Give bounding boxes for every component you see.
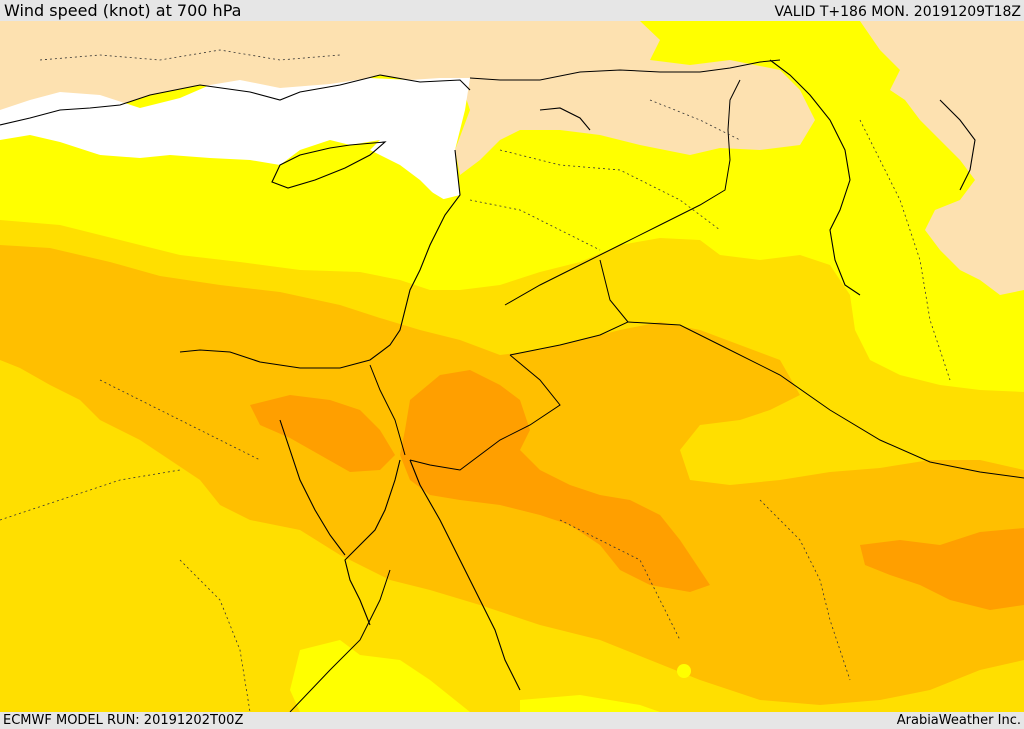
valid-time: VALID T+186 MON. 20191209T18Z xyxy=(774,4,1021,20)
band-yellow-south xyxy=(520,695,660,712)
internal-boundaries xyxy=(0,49,951,712)
top-title-bar: Wind speed (knot) at 700 hPa VALID T+186… xyxy=(0,0,1024,21)
map-title: Wind speed (knot) at 700 hPa xyxy=(4,1,242,20)
unfilled-sea-mediterranean xyxy=(0,78,470,200)
political-borders xyxy=(289,59,1024,712)
unfilled-land-north xyxy=(0,21,815,175)
band-yellow-dot xyxy=(677,664,691,678)
band-darkorange-west xyxy=(250,395,395,472)
band-yellow-sea-south xyxy=(0,138,445,230)
band-yellow-cyprus xyxy=(270,140,380,190)
bottom-footer-bar: ECMWF MODEL RUN: 20191202T00Z ArabiaWeat… xyxy=(0,712,1024,729)
band-yellow-southwest xyxy=(290,640,470,712)
band-darkorange-center xyxy=(400,370,710,592)
model-run: ECMWF MODEL RUN: 20191202T00Z xyxy=(3,713,244,728)
wind-speed-map[interactable] xyxy=(0,21,1024,712)
coastlines xyxy=(0,59,976,691)
credit-label: ArabiaWeather Inc. xyxy=(896,713,1021,728)
band-darkorange-east xyxy=(860,528,1024,610)
unfilled-land-east-patch xyxy=(945,65,1015,130)
